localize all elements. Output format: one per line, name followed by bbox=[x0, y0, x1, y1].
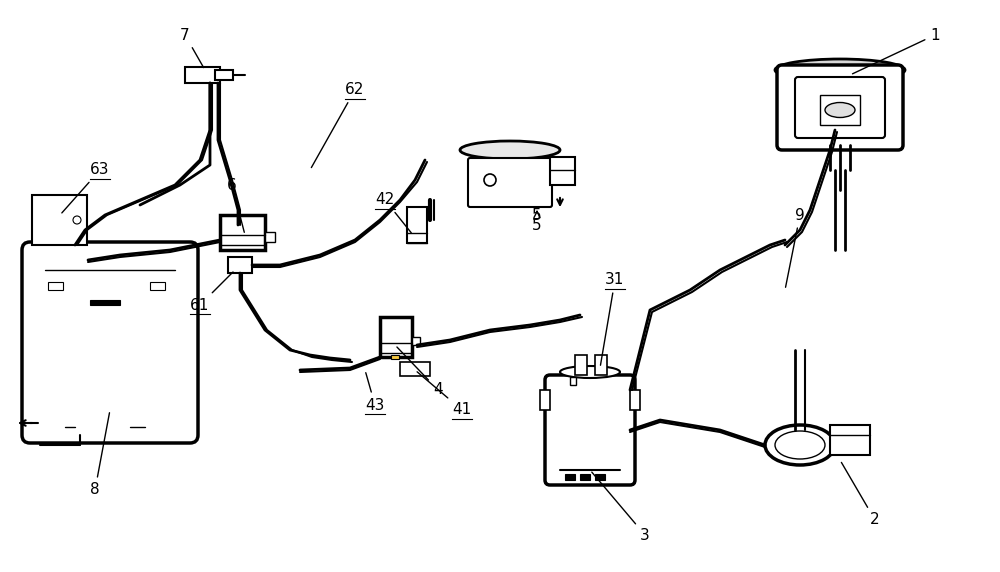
Bar bbox=[550, 157, 575, 185]
Bar bbox=[32, 195, 87, 245]
Ellipse shape bbox=[73, 216, 81, 224]
Text: 6: 6 bbox=[227, 177, 244, 232]
Bar bbox=[595, 474, 605, 480]
Text: 63: 63 bbox=[62, 162, 110, 213]
Ellipse shape bbox=[460, 141, 560, 159]
Bar bbox=[391, 355, 399, 359]
Bar bbox=[265, 232, 275, 242]
FancyBboxPatch shape bbox=[795, 77, 885, 138]
Ellipse shape bbox=[825, 102, 855, 117]
Bar bbox=[150, 282, 165, 290]
Text: 2: 2 bbox=[841, 462, 880, 527]
Bar bbox=[595, 355, 607, 375]
FancyBboxPatch shape bbox=[777, 65, 903, 150]
Text: 62: 62 bbox=[311, 82, 365, 168]
Text: 41: 41 bbox=[417, 372, 472, 418]
Bar bbox=[90, 300, 120, 305]
Text: 5: 5 bbox=[532, 211, 542, 232]
Bar bbox=[220, 215, 265, 250]
Text: 4: 4 bbox=[397, 347, 443, 398]
Text: 3: 3 bbox=[592, 472, 650, 542]
Text: 31: 31 bbox=[600, 272, 625, 366]
Bar bbox=[400, 362, 430, 376]
Text: 1: 1 bbox=[853, 27, 940, 74]
Text: 9: 9 bbox=[786, 208, 805, 287]
Bar bbox=[575, 355, 587, 375]
Bar bbox=[830, 425, 870, 455]
Bar bbox=[215, 70, 233, 80]
Bar bbox=[565, 474, 575, 480]
Bar bbox=[540, 390, 550, 410]
FancyBboxPatch shape bbox=[468, 158, 552, 207]
Bar bbox=[570, 377, 576, 385]
Bar bbox=[185, 67, 220, 83]
Text: 42: 42 bbox=[375, 193, 411, 233]
Ellipse shape bbox=[484, 174, 496, 186]
Bar bbox=[580, 474, 590, 480]
Bar bbox=[228, 257, 252, 273]
Text: 43: 43 bbox=[365, 373, 385, 412]
FancyBboxPatch shape bbox=[22, 242, 198, 443]
Ellipse shape bbox=[560, 366, 620, 378]
Text: 8: 8 bbox=[90, 413, 109, 498]
Text: 61: 61 bbox=[190, 272, 233, 312]
Ellipse shape bbox=[765, 425, 835, 465]
Ellipse shape bbox=[775, 59, 905, 81]
Text: 5: 5 bbox=[532, 208, 542, 223]
Text: 7: 7 bbox=[180, 27, 204, 67]
Ellipse shape bbox=[775, 431, 825, 459]
Bar bbox=[820, 95, 860, 125]
Bar bbox=[412, 337, 420, 345]
Bar bbox=[48, 282, 63, 290]
Bar bbox=[380, 317, 412, 357]
Bar bbox=[630, 390, 640, 410]
Bar bbox=[407, 207, 427, 243]
FancyBboxPatch shape bbox=[545, 375, 635, 485]
